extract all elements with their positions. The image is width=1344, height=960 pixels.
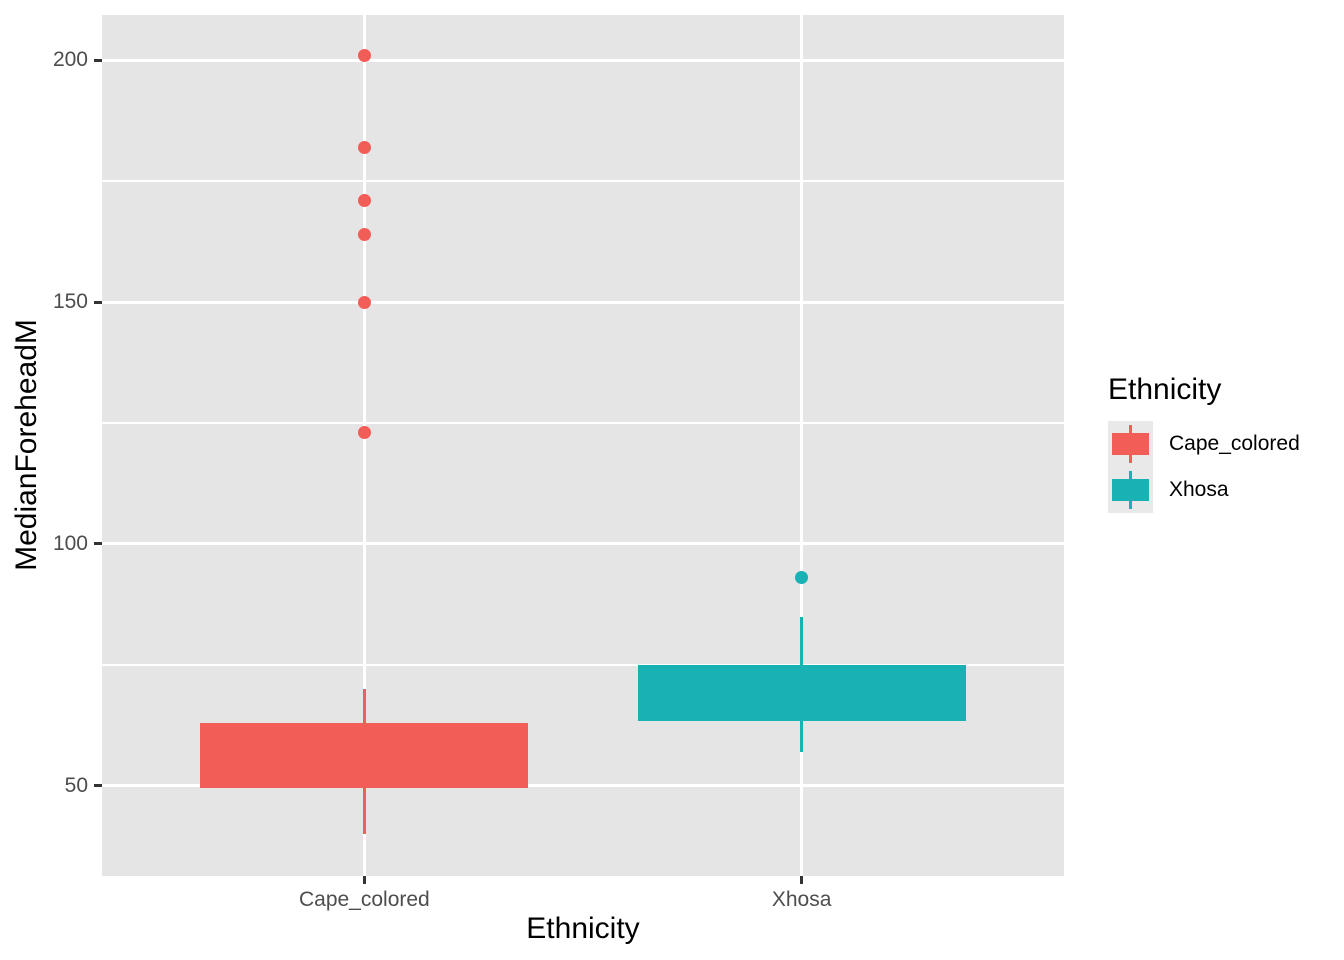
- legend-items: Cape_colored Xhosa: [1108, 421, 1300, 513]
- x-tick-label: Cape_colored: [298, 888, 430, 911]
- x-tick-mark: [800, 876, 804, 884]
- y-tick-label: 50: [64, 773, 88, 797]
- gridline-minor: [102, 422, 1064, 424]
- plot-panel: [102, 15, 1064, 876]
- gridline-major: [102, 784, 1064, 788]
- outlier-point-cape_colored: [357, 227, 371, 241]
- legend-key-box: [1112, 433, 1149, 455]
- gridline-major-vertical: [800, 15, 804, 876]
- y-tick-mark: [94, 300, 102, 304]
- gridline-major: [102, 542, 1064, 546]
- gridline-major: [102, 58, 1064, 62]
- legend-key-boxplot-icon: [1108, 467, 1153, 513]
- legend-key-box: [1112, 479, 1149, 501]
- outlier-point-cape_colored: [357, 426, 371, 440]
- x-tick-label: Xhosa: [771, 888, 832, 911]
- legend-item-cape_colored: Cape_colored: [1108, 421, 1300, 467]
- boxplot-box-xhosa: [637, 664, 966, 722]
- legend-item-label: Xhosa: [1169, 478, 1229, 501]
- y-tick-label: 100: [52, 531, 88, 555]
- gridline-major: [102, 300, 1064, 304]
- y-tick-mark: [94, 58, 102, 62]
- outlier-point-cape_colored: [357, 140, 371, 154]
- gridline-minor: [102, 180, 1064, 182]
- legend-item-label: Cape_colored: [1169, 432, 1300, 455]
- y-tick-label: 150: [52, 290, 88, 313]
- outlier-point-cape_colored: [357, 193, 371, 207]
- outlier-point-cape_colored: [357, 48, 371, 62]
- legend-title: Ethnicity: [1108, 373, 1222, 406]
- boxplot-box-cape_colored: [200, 723, 529, 789]
- y-tick-mark: [94, 784, 102, 788]
- legend-item-xhosa: Xhosa: [1108, 467, 1300, 513]
- gridline-minor: [102, 664, 1064, 666]
- y-axis-title: MedianForeheadM: [10, 319, 43, 571]
- y-tick-mark: [94, 542, 102, 546]
- legend-key-boxplot-icon: [1108, 421, 1153, 467]
- x-tick-mark: [362, 876, 366, 884]
- x-axis-title: Ethnicity: [526, 912, 640, 945]
- outlier-point-xhosa: [795, 571, 809, 585]
- gridline-major-vertical: [362, 15, 366, 876]
- legend: Ethnicity Cape_colored Xhosa: [1108, 372, 1300, 513]
- outlier-point-cape_colored: [357, 295, 371, 309]
- y-tick-label: 200: [52, 48, 88, 71]
